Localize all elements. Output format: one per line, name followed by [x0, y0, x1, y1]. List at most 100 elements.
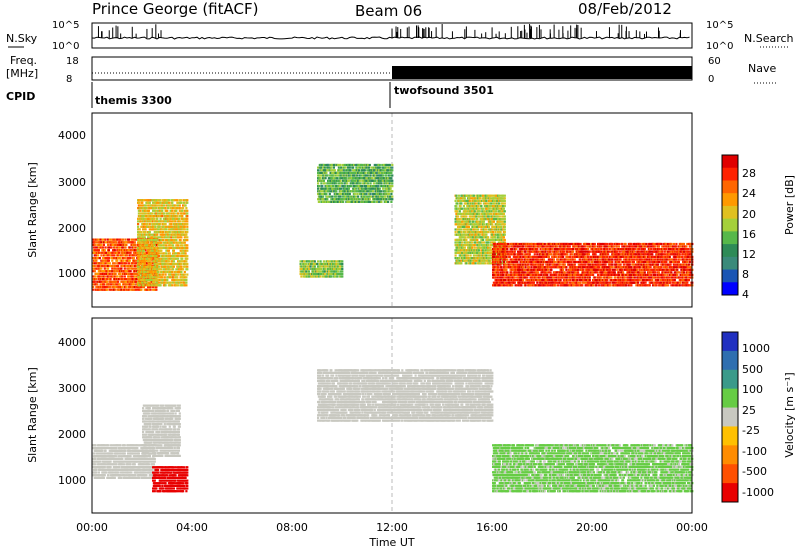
nsky-label: N.Sky — [6, 32, 38, 45]
nave-tick-top: 60 — [708, 56, 721, 67]
heatmap-cell — [138, 284, 140, 286]
heatmap-cell — [165, 207, 167, 209]
heatmap-cell — [124, 268, 126, 270]
heatmap-cell — [322, 196, 324, 198]
heatmap-cell — [365, 172, 367, 174]
heatmap-cell — [455, 231, 457, 233]
heatmap-cell — [487, 241, 489, 243]
heatmap-cell — [158, 255, 160, 257]
heatmap-cell — [308, 268, 310, 270]
heatmap-cell — [144, 268, 146, 270]
heatmap-cell — [165, 274, 167, 276]
heatmap-cell — [504, 195, 506, 197]
heatmap-cell — [163, 212, 165, 214]
heatmap-cell — [455, 205, 457, 207]
heatmap-cell — [116, 260, 118, 262]
heatmap-cell — [468, 226, 470, 228]
heatmap-cell — [504, 197, 506, 199]
heatmap-cell — [180, 220, 182, 222]
heatmap-cell — [324, 182, 326, 184]
heatmap-cell — [391, 180, 393, 182]
heatmap-cell — [162, 274, 164, 276]
heatmap-cell — [115, 241, 117, 243]
heatmap-cell — [186, 202, 188, 204]
heatmap-cell — [385, 198, 387, 200]
heatmap-cell — [472, 221, 474, 223]
heatmap-cell — [171, 271, 173, 273]
heatmap-cell — [493, 256, 495, 258]
heatmap-cell — [504, 202, 506, 204]
heatmap-cell — [184, 274, 186, 276]
heatmap-cell — [379, 164, 381, 166]
heatmap-cell — [160, 218, 162, 220]
heatmap-cell — [176, 276, 178, 278]
heatmap-cell — [369, 198, 371, 200]
heatmap-cell — [373, 201, 375, 203]
nsearch-tick-top: 10^5 — [706, 20, 733, 31]
heatmap-cell — [479, 208, 481, 210]
heatmap-cell — [391, 164, 393, 166]
heatmap-cell — [163, 204, 165, 206]
heatmap-cell — [325, 177, 327, 179]
heatmap-cell — [473, 218, 475, 220]
heatmap-cell — [129, 246, 131, 248]
heatmap-cell — [305, 263, 307, 265]
heatmap-cell — [131, 265, 133, 267]
heatmap-cell — [325, 172, 327, 174]
heatmap-cell — [349, 167, 351, 169]
cpid-label: CPID — [6, 90, 35, 103]
heatmap-cell — [370, 193, 372, 195]
heatmap-cell — [380, 201, 382, 203]
heatmap-cell — [124, 257, 126, 259]
heatmap-cell — [107, 268, 109, 270]
heatmap-cell — [168, 260, 170, 262]
heatmap-cell — [113, 254, 115, 256]
heatmap-cell — [156, 218, 158, 220]
heatmap-cell — [390, 201, 392, 203]
heatmap-cell — [494, 253, 496, 255]
heatmap-cell — [500, 261, 502, 263]
heatmap-cell — [504, 223, 506, 225]
heatmap-cell — [503, 208, 505, 210]
heatmap-cell — [182, 231, 184, 233]
heatmap-cell — [455, 200, 457, 202]
heatmap-cell — [365, 193, 367, 195]
heatmap-cell — [140, 231, 142, 233]
heatmap-cell — [106, 289, 108, 291]
heatmap-cell — [148, 210, 150, 212]
heatmap-cell — [172, 268, 174, 270]
heatmap-cell — [144, 263, 146, 265]
heatmap-cell — [368, 167, 370, 169]
heatmap-cell — [186, 199, 188, 201]
heatmap-cell — [390, 188, 392, 190]
heatmap-cell — [358, 198, 360, 200]
nsky-line — [92, 37, 690, 39]
heatmap-cell — [186, 268, 188, 270]
heatmap-cell — [500, 266, 502, 268]
heatmap-cell — [498, 202, 500, 204]
heatmap-cell — [125, 246, 127, 248]
heatmap-cell — [160, 199, 162, 201]
heatmap-cell — [341, 260, 343, 262]
heatmap-cell — [140, 263, 142, 265]
heatmap-cell — [495, 243, 497, 245]
heatmap-cell — [483, 223, 485, 225]
heatmap-cell — [170, 223, 172, 225]
heatmap-cell — [186, 239, 188, 241]
heatmap-cell — [145, 271, 147, 273]
heatmap-cell — [150, 242, 152, 244]
heatmap-cell — [341, 265, 343, 267]
nave-label: Nave — [748, 62, 776, 75]
heatmap-cell — [349, 193, 351, 195]
heatmap-cell — [185, 279, 187, 281]
heatmap-cell — [488, 226, 490, 228]
heatmap-cell — [340, 196, 342, 198]
heatmap-cell — [124, 275, 126, 277]
heatmap-cell — [504, 200, 506, 202]
heatmap-cell — [155, 239, 157, 241]
heatmap-cell — [495, 210, 497, 212]
heatmap-cell — [326, 198, 328, 200]
heatmap-cell — [475, 262, 477, 264]
heatmap-cell — [161, 276, 163, 278]
